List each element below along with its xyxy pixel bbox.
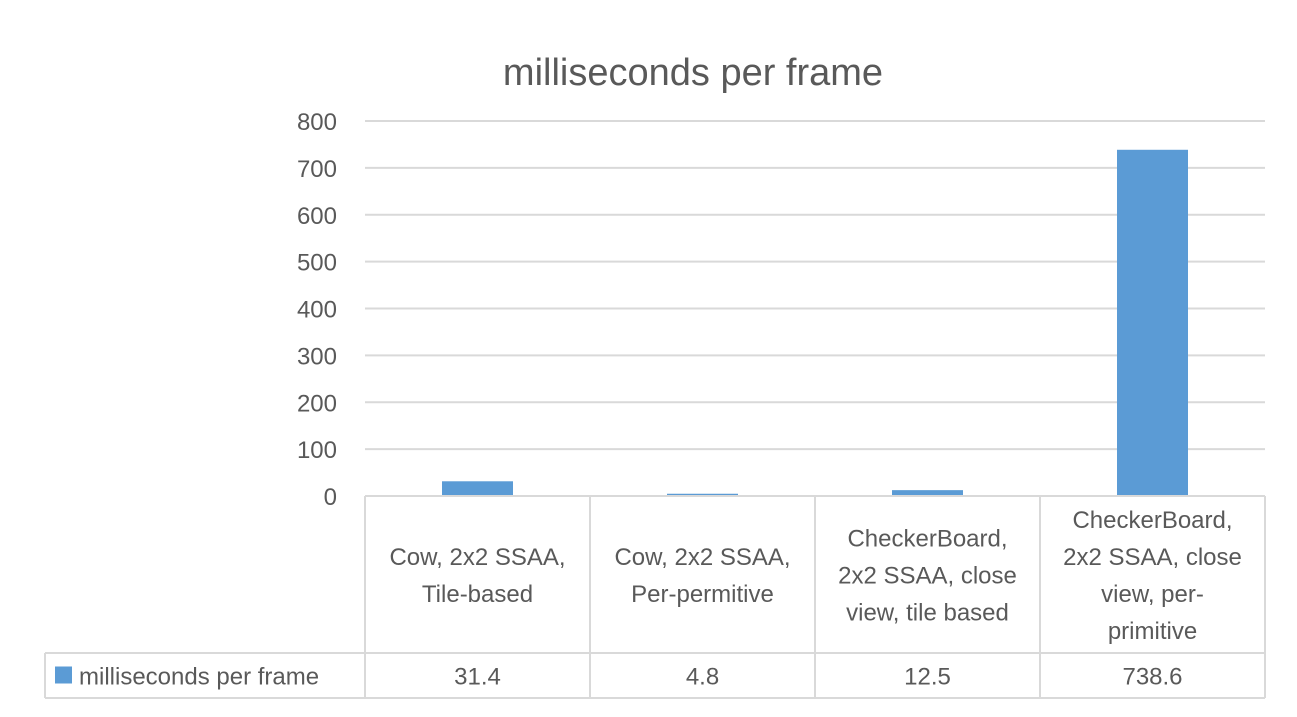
category-label: Per-permitive [631,581,774,608]
data-table: Cow, 2x2 SSAA, Tile-based Cow, 2x2 SSAA, Pe… [44,495,1266,699]
category-label: primitive [1108,618,1197,645]
category-label: 2x2 SSAA, close [838,563,1017,590]
y-tick-label: 600 [297,203,337,230]
bar [442,481,513,496]
y-tick-label: 500 [297,250,337,277]
bar [667,493,738,496]
y-axis-tick-labels: 0 100 200 300 400 500 600 700 800 [297,109,337,511]
data-table-value: 31.4 [454,664,501,691]
legend-swatch [55,666,72,684]
category-label: Cow, 2x2 SSAA, [614,544,790,571]
category-label: view, tile based [846,600,1009,627]
category-label: 2x2 SSAA, close [1063,544,1242,571]
category-label: Tile-based [422,581,533,608]
y-tick-label: 200 [297,390,337,417]
gridlines [365,120,1265,451]
y-tick-label: 400 [297,297,337,324]
legend-series-name: milliseconds per frame [79,664,319,691]
data-table-value: 12.5 [904,664,951,691]
data-table-value: 738.6 [1122,664,1182,691]
data-table-value: 4.8 [686,664,719,691]
y-tick-label: 700 [297,156,337,183]
y-tick-label: 300 [297,343,337,370]
category-label: CheckerBoard, [1072,507,1232,534]
y-tick-label: 100 [297,437,337,464]
chart-title: milliseconds per frame [503,52,883,94]
bar [1117,149,1188,496]
y-tick-label: 800 [297,109,337,136]
bar [892,490,963,496]
category-label: Cow, 2x2 SSAA, [389,544,565,571]
category-label: view, per- [1101,581,1204,608]
bars [442,149,1188,496]
category-label: CheckerBoard, [847,526,1007,553]
y-tick-label: 0 [324,484,337,511]
